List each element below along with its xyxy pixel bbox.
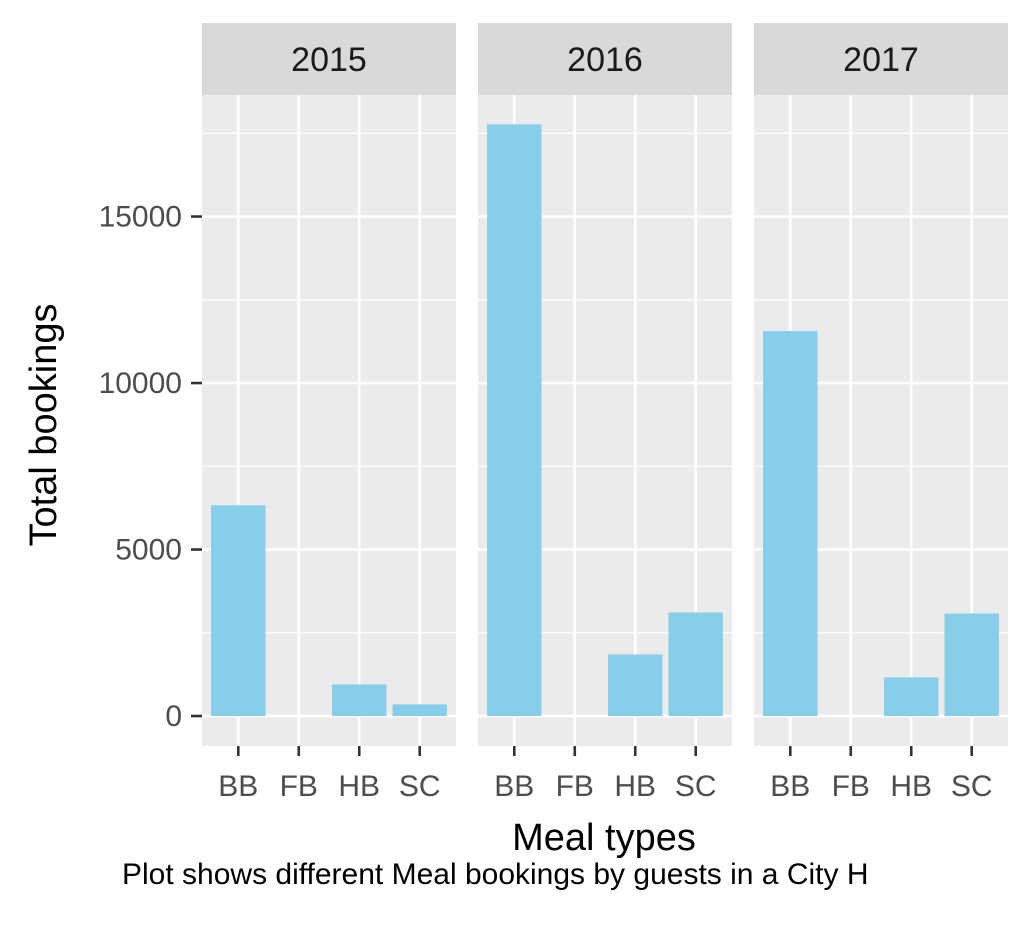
x-axis-title: Meal types <box>512 817 696 859</box>
caption: Plot shows different Meal bookings by gu… <box>122 858 868 891</box>
bar-2017-SC <box>944 613 999 717</box>
facet-strip-label: 2017 <box>843 41 919 79</box>
bar-2015-BB <box>211 505 266 717</box>
facets: 2015 BB FB HB SC 2016 BB FB HB SC 2017 BB FB HB SC <box>202 23 1008 803</box>
x-tick-label: BB <box>770 770 810 803</box>
facet-strip <box>202 23 456 95</box>
facet-panel-2015: 2015 BB FB HB SC <box>202 23 456 803</box>
y-tick-label: 5000 <box>115 534 182 567</box>
x-tick-label: HB <box>338 770 380 803</box>
x-tick-label: SC <box>399 770 441 803</box>
bar-2016-SC <box>668 612 723 717</box>
facet-strip-label: 2015 <box>291 41 367 79</box>
facet-panel-2017: 2017 BB FB HB SC <box>754 23 1008 803</box>
x-tick-label: FB <box>832 770 870 803</box>
x-tick-label: BB <box>494 770 534 803</box>
bar-2016-BB <box>487 124 542 717</box>
bar-2017-BB <box>763 331 818 717</box>
bar-2017-HB <box>884 677 939 717</box>
x-tick-label: SC <box>951 770 993 803</box>
bar-2015-HB <box>332 684 387 717</box>
y-tick-label: 10000 <box>99 367 182 400</box>
x-tick-label: HB <box>890 770 932 803</box>
bar-2015-SC <box>392 704 447 717</box>
y-tick-label: 0 <box>165 700 182 733</box>
x-tick-label: FB <box>556 770 594 803</box>
facet-panel-2016: 2016 BB FB HB SC <box>478 23 732 803</box>
facet-strip <box>754 23 1008 95</box>
facet-strip <box>478 23 732 95</box>
y-axis: 0 5000 10000 15000 <box>99 201 202 733</box>
y-tick-label: 15000 <box>99 201 182 234</box>
x-tick-label: FB <box>280 770 318 803</box>
y-axis-title: Total bookings <box>23 304 65 547</box>
bar-2016-HB <box>608 654 663 717</box>
x-tick-label: HB <box>614 770 656 803</box>
x-tick-label: SC <box>675 770 717 803</box>
facet-strip-label: 2016 <box>567 41 643 79</box>
x-tick-label: BB <box>218 770 258 803</box>
